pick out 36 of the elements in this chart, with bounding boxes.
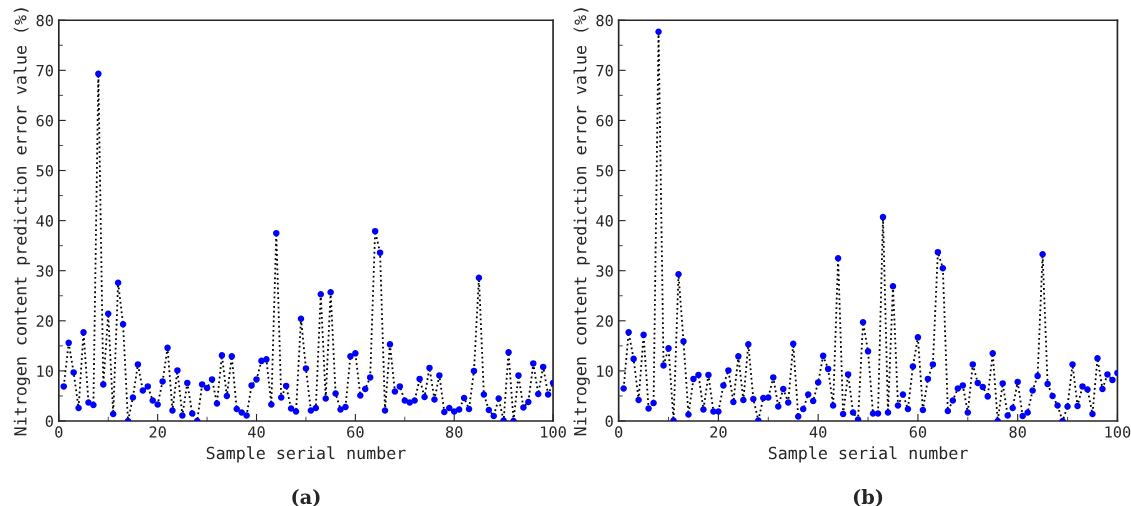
x-tick-label: 100 [1105,426,1131,438]
x-tick-label: 20 [710,426,727,438]
y-tick-label: 30 [596,265,613,277]
x-tick-label: 100 [541,426,566,438]
x-tick-label: 0 [615,426,623,438]
x-tick-label: 0 [55,426,63,438]
y-tick-label: 50 [36,165,53,177]
x-tick-label: 40 [248,426,265,438]
y-tick-label: 60 [36,114,53,127]
y-tick-label: 0 [605,415,613,428]
y-tick-label: 40 [596,215,613,227]
x-tick-label: 60 [347,426,364,438]
y-tick-label: 60 [596,114,613,127]
x-tick-label: 20 [149,426,166,438]
y-tick-label: 10 [597,365,613,377]
x-tick-label: 60 [909,426,927,438]
y-axis-title: Nitrogen content prediction error value (%) [13,8,30,436]
text: (b) [853,489,883,506]
y-tick-label: 0 [45,415,53,428]
x-axis-title: Sample serial number [206,446,406,463]
y-tick-label: 80 [36,14,53,27]
y-tick-label: 30 [36,265,53,277]
x-tick-label: 80 [445,426,463,438]
x-tick-label: 80 [1009,426,1026,438]
y-tick-label: 40 [36,215,53,227]
x-tick-label: 40 [809,426,827,438]
x-axis-title: Sample serial number [768,446,968,463]
y-tick-label: 20 [36,315,53,327]
y-axis-title: Nitrogen content prediction error value (%) [573,8,590,436]
text: (a) [292,489,320,506]
y-tick-label: 20 [596,315,613,327]
y-tick-label: 70 [596,64,613,77]
y-tick-label: 70 [36,64,53,77]
y-tick-label: 50 [596,165,613,177]
y-tick-label: 10 [37,365,53,377]
y-tick-label: 80 [596,14,613,27]
